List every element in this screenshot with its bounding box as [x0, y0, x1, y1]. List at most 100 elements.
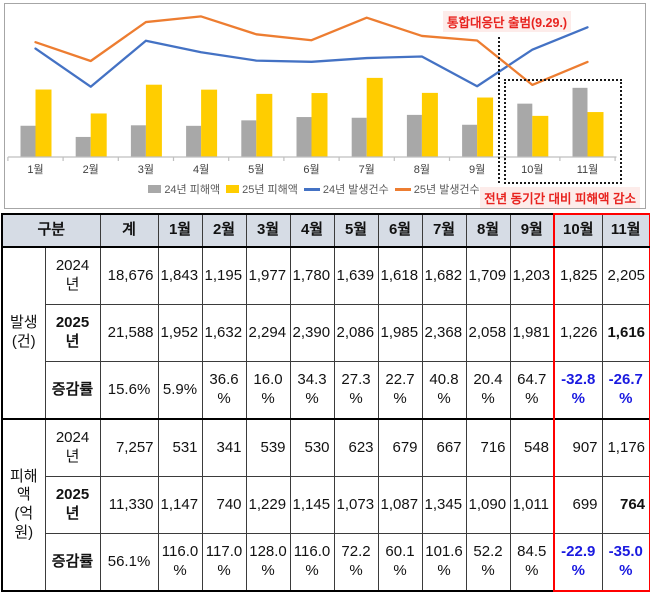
column-header: 2월	[201, 213, 247, 248]
table-cell: 116.0%	[289, 533, 335, 592]
table-cell: 2,294	[245, 304, 291, 362]
event-dotted-line	[498, 37, 500, 183]
table-cell: 1,632	[201, 304, 247, 362]
legend-item: 24년 발생건수	[303, 181, 389, 197]
table-cell: 1,616	[601, 304, 650, 362]
column-header: 계	[99, 213, 159, 248]
bar-2025-damage	[366, 77, 383, 157]
group-label: 발생 (건)	[1, 246, 46, 420]
table-cell: 1,985	[377, 304, 423, 362]
bar-2024-damage	[75, 136, 91, 157]
table-cell: 34.3%	[289, 361, 335, 420]
bar-2025-damage	[201, 89, 218, 157]
table-cell: -22.9%	[553, 533, 603, 592]
table-cell: -26.7%	[601, 361, 650, 420]
legend-label: 25년 피해액	[242, 184, 298, 196]
table-cell: 64.7%	[509, 361, 555, 420]
bar-2024-damage	[517, 103, 533, 157]
table-cell: 20.4%	[465, 361, 511, 420]
table-row: 증감률 56.1% 116.0% 117.0% 128.0% 116.0% 72.2% 60.…	[2, 533, 650, 592]
table-cell: 21,588	[99, 304, 159, 362]
table-cell: 2,390	[289, 304, 335, 362]
month-axis-label: 6월	[303, 163, 319, 176]
month-axis-label: 11월	[577, 163, 599, 176]
table-cell: 1,843	[157, 246, 203, 305]
table-cell: 16.0%	[245, 361, 291, 420]
table-cell: 1,981	[509, 304, 555, 362]
event-annotation: 통합대응단 출범(9.29.)	[443, 11, 572, 32]
table-cell: 116.0%	[157, 533, 203, 592]
bar-2025-damage	[421, 92, 438, 157]
table-cell: 548	[509, 418, 555, 477]
table-cell: 1,203	[509, 246, 555, 305]
table-cell: 1,709	[465, 246, 511, 305]
bar-2024-damage	[186, 125, 202, 157]
row-label: 증감률	[44, 533, 101, 592]
table-cell: 2,058	[465, 304, 511, 362]
table-cell: 7,257	[99, 418, 159, 477]
bar-2025-damage	[35, 89, 52, 157]
table-row: 피해액 (억원) 2024 년 7,257 531 341 539 530 623 679 667 71…	[1, 418, 650, 592]
table-cell: 764	[601, 476, 650, 534]
bar-2024-damage	[572, 87, 588, 157]
table-cell: 2,205	[601, 246, 650, 305]
table-cell: 22.7%	[377, 361, 423, 420]
table-cell: 1,639	[333, 246, 379, 305]
line-2025-cases	[34, 15, 589, 87]
table-cell: 2,086	[333, 304, 379, 362]
month-axis-label: 4월	[193, 163, 209, 176]
bar-2025-damage	[477, 97, 494, 157]
month-axis-label: 10월	[521, 163, 543, 176]
table-cell: 1,977	[245, 246, 291, 305]
table-cell: 1,176	[601, 418, 650, 477]
month-axis-label: 3월	[138, 163, 154, 176]
table-body: 발생 (건) 2024 년 18,676 1,843 1,195 1,977 1,780 1,63…	[1, 246, 650, 592]
legend-label: 24년 발생건수	[322, 184, 389, 196]
month-axis-label: 8월	[414, 163, 430, 176]
column-header: 7월	[421, 213, 467, 248]
table-cell: 1,618	[377, 246, 423, 305]
bar-2024-damage	[351, 117, 367, 157]
legend-label: 24년 피해액	[164, 184, 221, 196]
table-row: 발생 (건) 2024 년 18,676 1,843 1,195 1,977 1,780 1,63…	[1, 246, 650, 420]
table-cell: 11,330	[99, 476, 159, 534]
legend-item: 25년 피해액	[226, 181, 298, 197]
month-axis-label: 7월	[359, 163, 375, 176]
row-label: 2024 년	[44, 246, 101, 305]
table-cell: 667	[421, 418, 467, 477]
table-cell: 36.6%	[201, 361, 247, 420]
month-axis-label: 1월	[27, 163, 43, 176]
table-cell: 1,147	[157, 476, 203, 534]
bar-2024-damage	[406, 114, 422, 157]
table-cell: 128.0%	[245, 533, 291, 592]
chart-legend: 24년 피해액 25년 피해액 24년 발생건수 25년 발생건수	[5, 181, 623, 197]
column-header: 4월	[289, 213, 335, 248]
column-header: 8월	[465, 213, 511, 248]
table-cell: 1,073	[333, 476, 379, 534]
table-cell: 623	[333, 418, 379, 477]
table-cell: 72.2%	[333, 533, 379, 592]
corner-header: 구분	[1, 213, 101, 248]
bar-2024-damage	[296, 117, 312, 157]
table-cell: 740	[201, 476, 247, 534]
table-cell: 40.8%	[421, 361, 467, 420]
bar-2024-damage	[462, 124, 478, 157]
table-cell: 539	[245, 418, 291, 477]
row-label: 증감률	[44, 361, 101, 420]
bar-2025-damage	[90, 113, 107, 157]
stats-table-wrap: 구분 계 1월 2월 3월 4월 5월 6월 7월 8월 9월 10월 11월 발생 (건) 2024 년 18…	[1, 213, 650, 592]
table-cell: 1,090	[465, 476, 511, 534]
table-cell: 1,226	[553, 304, 603, 362]
row-label: 2025 년	[44, 476, 101, 534]
table-cell: 5.9%	[157, 361, 203, 420]
table-cell: 1,345	[421, 476, 467, 534]
table-cell: 52.2%	[465, 533, 511, 592]
table-cell: 117.0%	[201, 533, 247, 592]
table-cell: 15.6%	[99, 361, 159, 420]
column-header: 9월	[509, 213, 555, 248]
table-cell: 530	[289, 418, 335, 477]
legend-line-swatch	[303, 187, 320, 191]
table-cell: 60.1%	[377, 533, 423, 592]
column-header: 5월	[333, 213, 379, 248]
table-cell: -35.0%	[601, 533, 650, 592]
